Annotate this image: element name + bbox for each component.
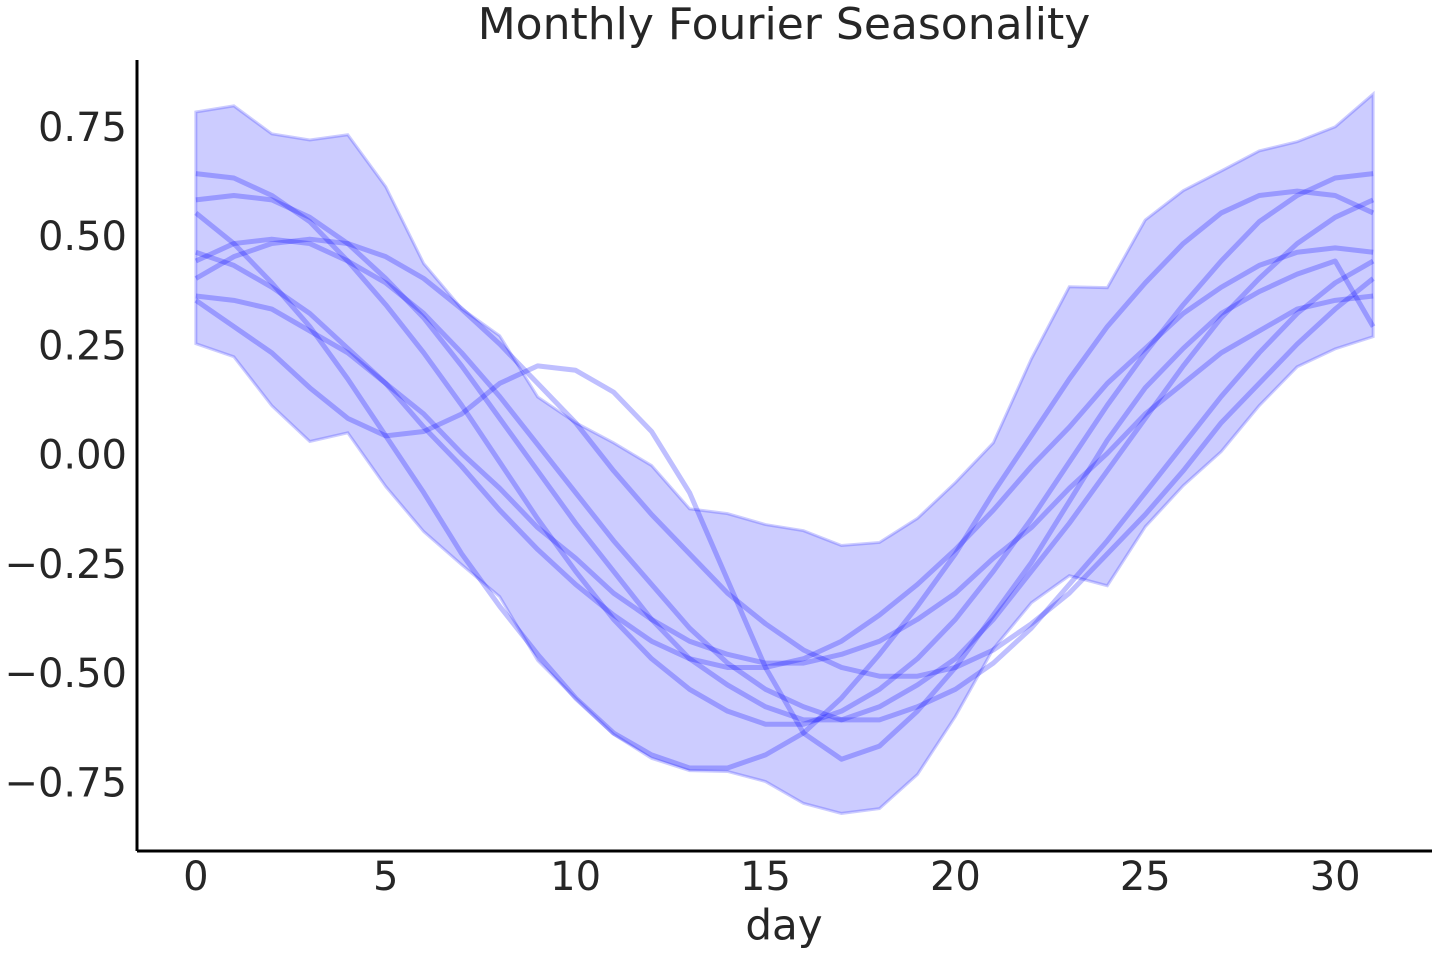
series-line (194, 258, 1376, 762)
y-tick-label: −0.50 (4, 651, 127, 697)
series-line (195, 245, 1374, 670)
x-axis-label: day (745, 901, 822, 950)
y-tick-label: −0.25 (4, 542, 127, 588)
series-line (195, 293, 1374, 666)
y-tick-label: 0.50 (38, 214, 127, 260)
x-tick-label: 0 (183, 854, 208, 900)
x-tick-label: 20 (930, 854, 981, 900)
series-line (194, 236, 1375, 723)
series-line (195, 192, 1375, 723)
y-tick-label: −0.75 (4, 760, 127, 806)
chart-title: Monthly Fourier Seasonality (478, 0, 1091, 50)
series-line (194, 236, 1375, 679)
series-line (194, 188, 1375, 771)
confidence-band (194, 90, 1375, 815)
y-tick-label: 0.00 (38, 433, 127, 479)
x-tick-label: 15 (740, 854, 791, 900)
series-line (195, 171, 1374, 727)
y-tick-label: 0.75 (38, 105, 127, 151)
x-tick-label: 30 (1310, 854, 1361, 900)
x-tick-label: 5 (373, 854, 398, 900)
x-tick-label: 10 (550, 854, 601, 900)
y-tick-label: 0.25 (38, 323, 127, 369)
x-tick-label: 25 (1120, 854, 1171, 900)
